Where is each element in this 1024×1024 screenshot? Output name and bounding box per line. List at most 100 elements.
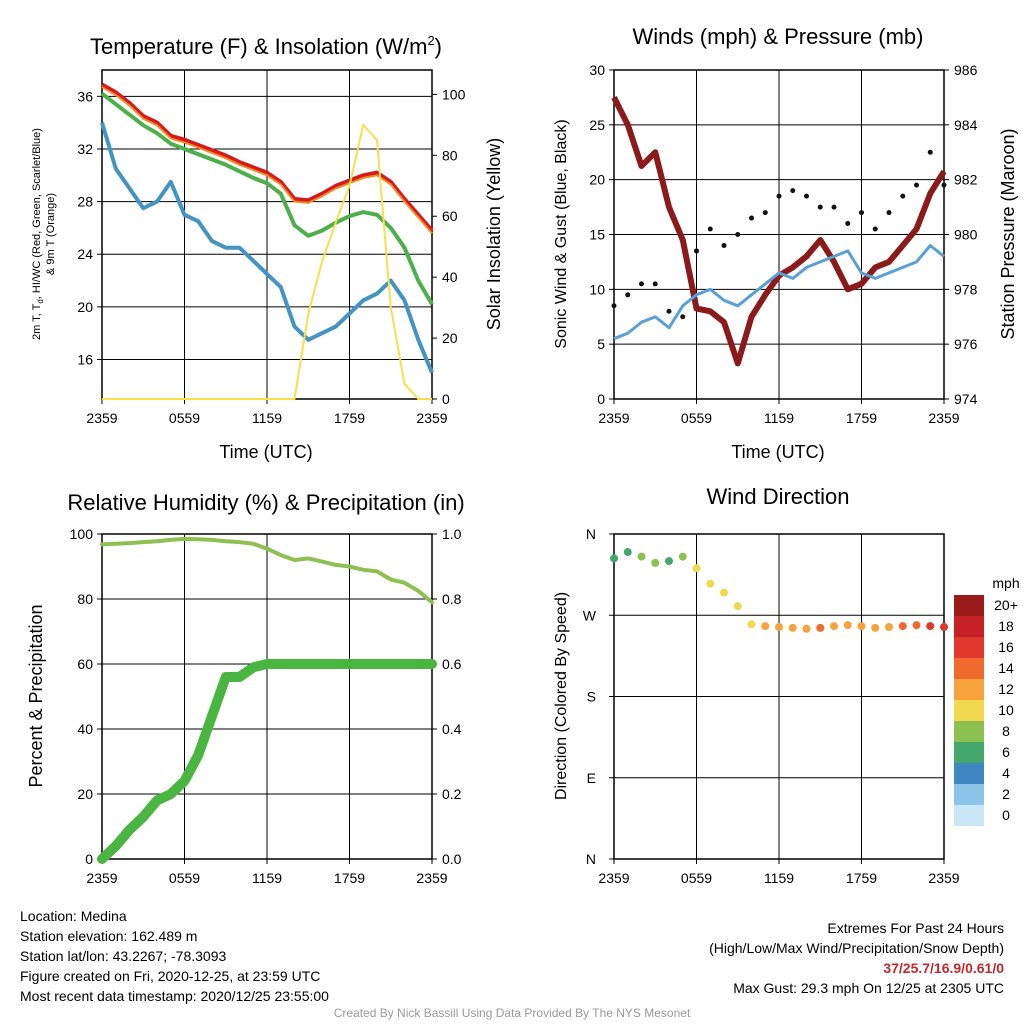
- winds-ytick-label: 0: [597, 391, 605, 407]
- humidity-ytick-label: 0: [85, 851, 93, 867]
- winds-ytick-right-label: 986: [954, 62, 978, 78]
- credit-text: Created By Nick Bassill Using Data Provi…: [333, 1006, 691, 1020]
- extremes-info: Extremes For Past 24 Hours (High/Low/Max…: [709, 918, 1004, 998]
- direction-point: [623, 548, 632, 557]
- direction-point: [926, 622, 935, 631]
- wind-direction-ytick-label: E: [587, 770, 596, 786]
- temperature-ytick-right-label: 100: [442, 86, 466, 102]
- winds-ytick-right-label: 980: [954, 227, 978, 243]
- direction-point: [665, 557, 673, 566]
- gust-point: [749, 215, 754, 221]
- direction-point: [912, 621, 921, 630]
- gust-point: [804, 193, 809, 199]
- gust-point: [872, 226, 878, 232]
- temperature-panel: Temperature (F) & Insolation (W/m2) 2m T…: [31, 33, 504, 462]
- direction-point: [871, 623, 880, 632]
- humidity-series-1: [97, 659, 437, 864]
- colorbar-label: 4: [1002, 765, 1010, 781]
- gust-point: [941, 182, 947, 188]
- winds-xtick-label: 1159: [764, 410, 794, 426]
- latlon-text: Station lat/lon: 43.2267; -78.3093: [20, 948, 227, 964]
- winds-xtick-label: 2359: [598, 410, 629, 426]
- colorbar-label: 0: [1002, 807, 1010, 823]
- gust-point: [914, 182, 919, 188]
- direction-point: [610, 554, 618, 563]
- location-text: Location: Medina: [20, 908, 127, 924]
- wind-direction-xtick-label: 1159: [764, 870, 794, 886]
- winds-xtick-label: 1759: [846, 410, 877, 426]
- colorbar-swatch: [954, 616, 984, 637]
- winds-title: Winds (mph) & Pressure (mb): [633, 24, 924, 49]
- temperature-ylabel-line1: 2m T, Td, HI/WC (Red, Green, Scarlet/Blu…: [31, 128, 45, 340]
- humidity-xtick-label: 2359: [416, 870, 447, 886]
- temperature-series-1: [101, 86, 433, 234]
- direction-point: [720, 588, 728, 597]
- direction-point: [761, 622, 770, 631]
- winds-series-1: [613, 244, 945, 341]
- humidity-ytick-right-label: 0.0: [442, 851, 462, 867]
- wind-direction-ytick-label: W: [583, 607, 597, 623]
- gust-point: [694, 248, 699, 254]
- gust-point: [831, 204, 837, 210]
- gust-point: [707, 226, 713, 232]
- colorbar-swatch: [954, 805, 984, 826]
- temperature-xtick-label: 1159: [252, 410, 282, 426]
- winds-ytick-label: 30: [589, 62, 605, 78]
- temperature-series-0: [101, 82, 434, 232]
- colorbar-swatch: [954, 658, 984, 679]
- winds-ytick-right-label: 976: [954, 336, 978, 352]
- winds-ytick-right-label: 978: [954, 281, 978, 297]
- winds-xlabel: Time (UTC): [731, 442, 824, 462]
- wind-direction-panel: Wind Direction Direction (Colored By Spe…: [553, 484, 1020, 886]
- temperature-ytick-right-label: 40: [442, 269, 458, 285]
- temperature-xtick-label: 2359: [416, 410, 447, 426]
- winds-ytick-right-label: 984: [954, 117, 978, 133]
- humidity-xtick-label: 1759: [334, 870, 365, 886]
- colorbar-swatch: [954, 595, 984, 616]
- extremes-subheading: (High/Low/Max Wind/Precipitation/Snow De…: [709, 940, 1004, 956]
- winds-ytick-label: 10: [589, 281, 605, 297]
- winds-xtick-label: 0559: [681, 410, 712, 426]
- wind-direction-ytick-label: N: [586, 526, 596, 542]
- colorbar-label: 8: [1002, 723, 1010, 739]
- wind-direction-ylabel: Direction (Colored By Speed): [553, 592, 570, 800]
- winds-xtick-label: 2359: [928, 410, 959, 426]
- humidity-xtick-label: 2359: [86, 870, 117, 886]
- max-gust-text: Max Gust: 29.3 mph On 12/25 at 2305 UTC: [733, 980, 1004, 996]
- winds-ytick-label: 25: [589, 117, 605, 133]
- wind-direction-ytick-label: S: [587, 689, 596, 705]
- temperature-ytick-label: 32: [77, 141, 93, 157]
- wind-direction-xtick-label: 1759: [846, 870, 877, 886]
- gust-point: [927, 149, 933, 155]
- gust-point: [652, 281, 658, 287]
- gust-point: [859, 210, 864, 216]
- colorbar-title: mph: [992, 575, 1019, 591]
- colorbar-swatch: [954, 784, 984, 805]
- direction-point: [733, 602, 742, 611]
- winds-panel: Winds (mph) & Pressure (mb) Sonic Wind &…: [553, 24, 1018, 462]
- humidity-ytick-label: 80: [77, 591, 93, 607]
- humidity-ytick-label: 60: [77, 656, 93, 672]
- direction-point: [651, 558, 660, 567]
- gust-point: [611, 303, 617, 309]
- humidity-panel: Relative Humidity (%) & Precipitation (i…: [26, 490, 465, 886]
- temperature-ytick-label: 36: [77, 88, 93, 104]
- gust-point: [817, 204, 823, 210]
- temperature-ytick-right-label: 20: [442, 330, 458, 346]
- humidity-ytick-right-label: 0.4: [442, 721, 462, 737]
- gust-point: [886, 210, 892, 216]
- direction-point: [692, 564, 701, 573]
- direction-point: [747, 620, 756, 629]
- temperature-xtick-label: 1759: [334, 410, 365, 426]
- temperature-series-4: [102, 123, 432, 400]
- created-text: Figure created on Fri, 2020-12-25, at 23…: [20, 968, 321, 984]
- gust-point: [790, 188, 796, 194]
- direction-point: [637, 552, 646, 561]
- humidity-xtick-label: 0559: [169, 870, 200, 886]
- temperature-ytick-label: 20: [77, 299, 93, 315]
- humidity-xtick-label: 1159: [252, 870, 282, 886]
- gust-point: [666, 308, 672, 314]
- colorbar-label: 10: [998, 702, 1014, 718]
- temperature-xlabel: Time (UTC): [219, 442, 312, 462]
